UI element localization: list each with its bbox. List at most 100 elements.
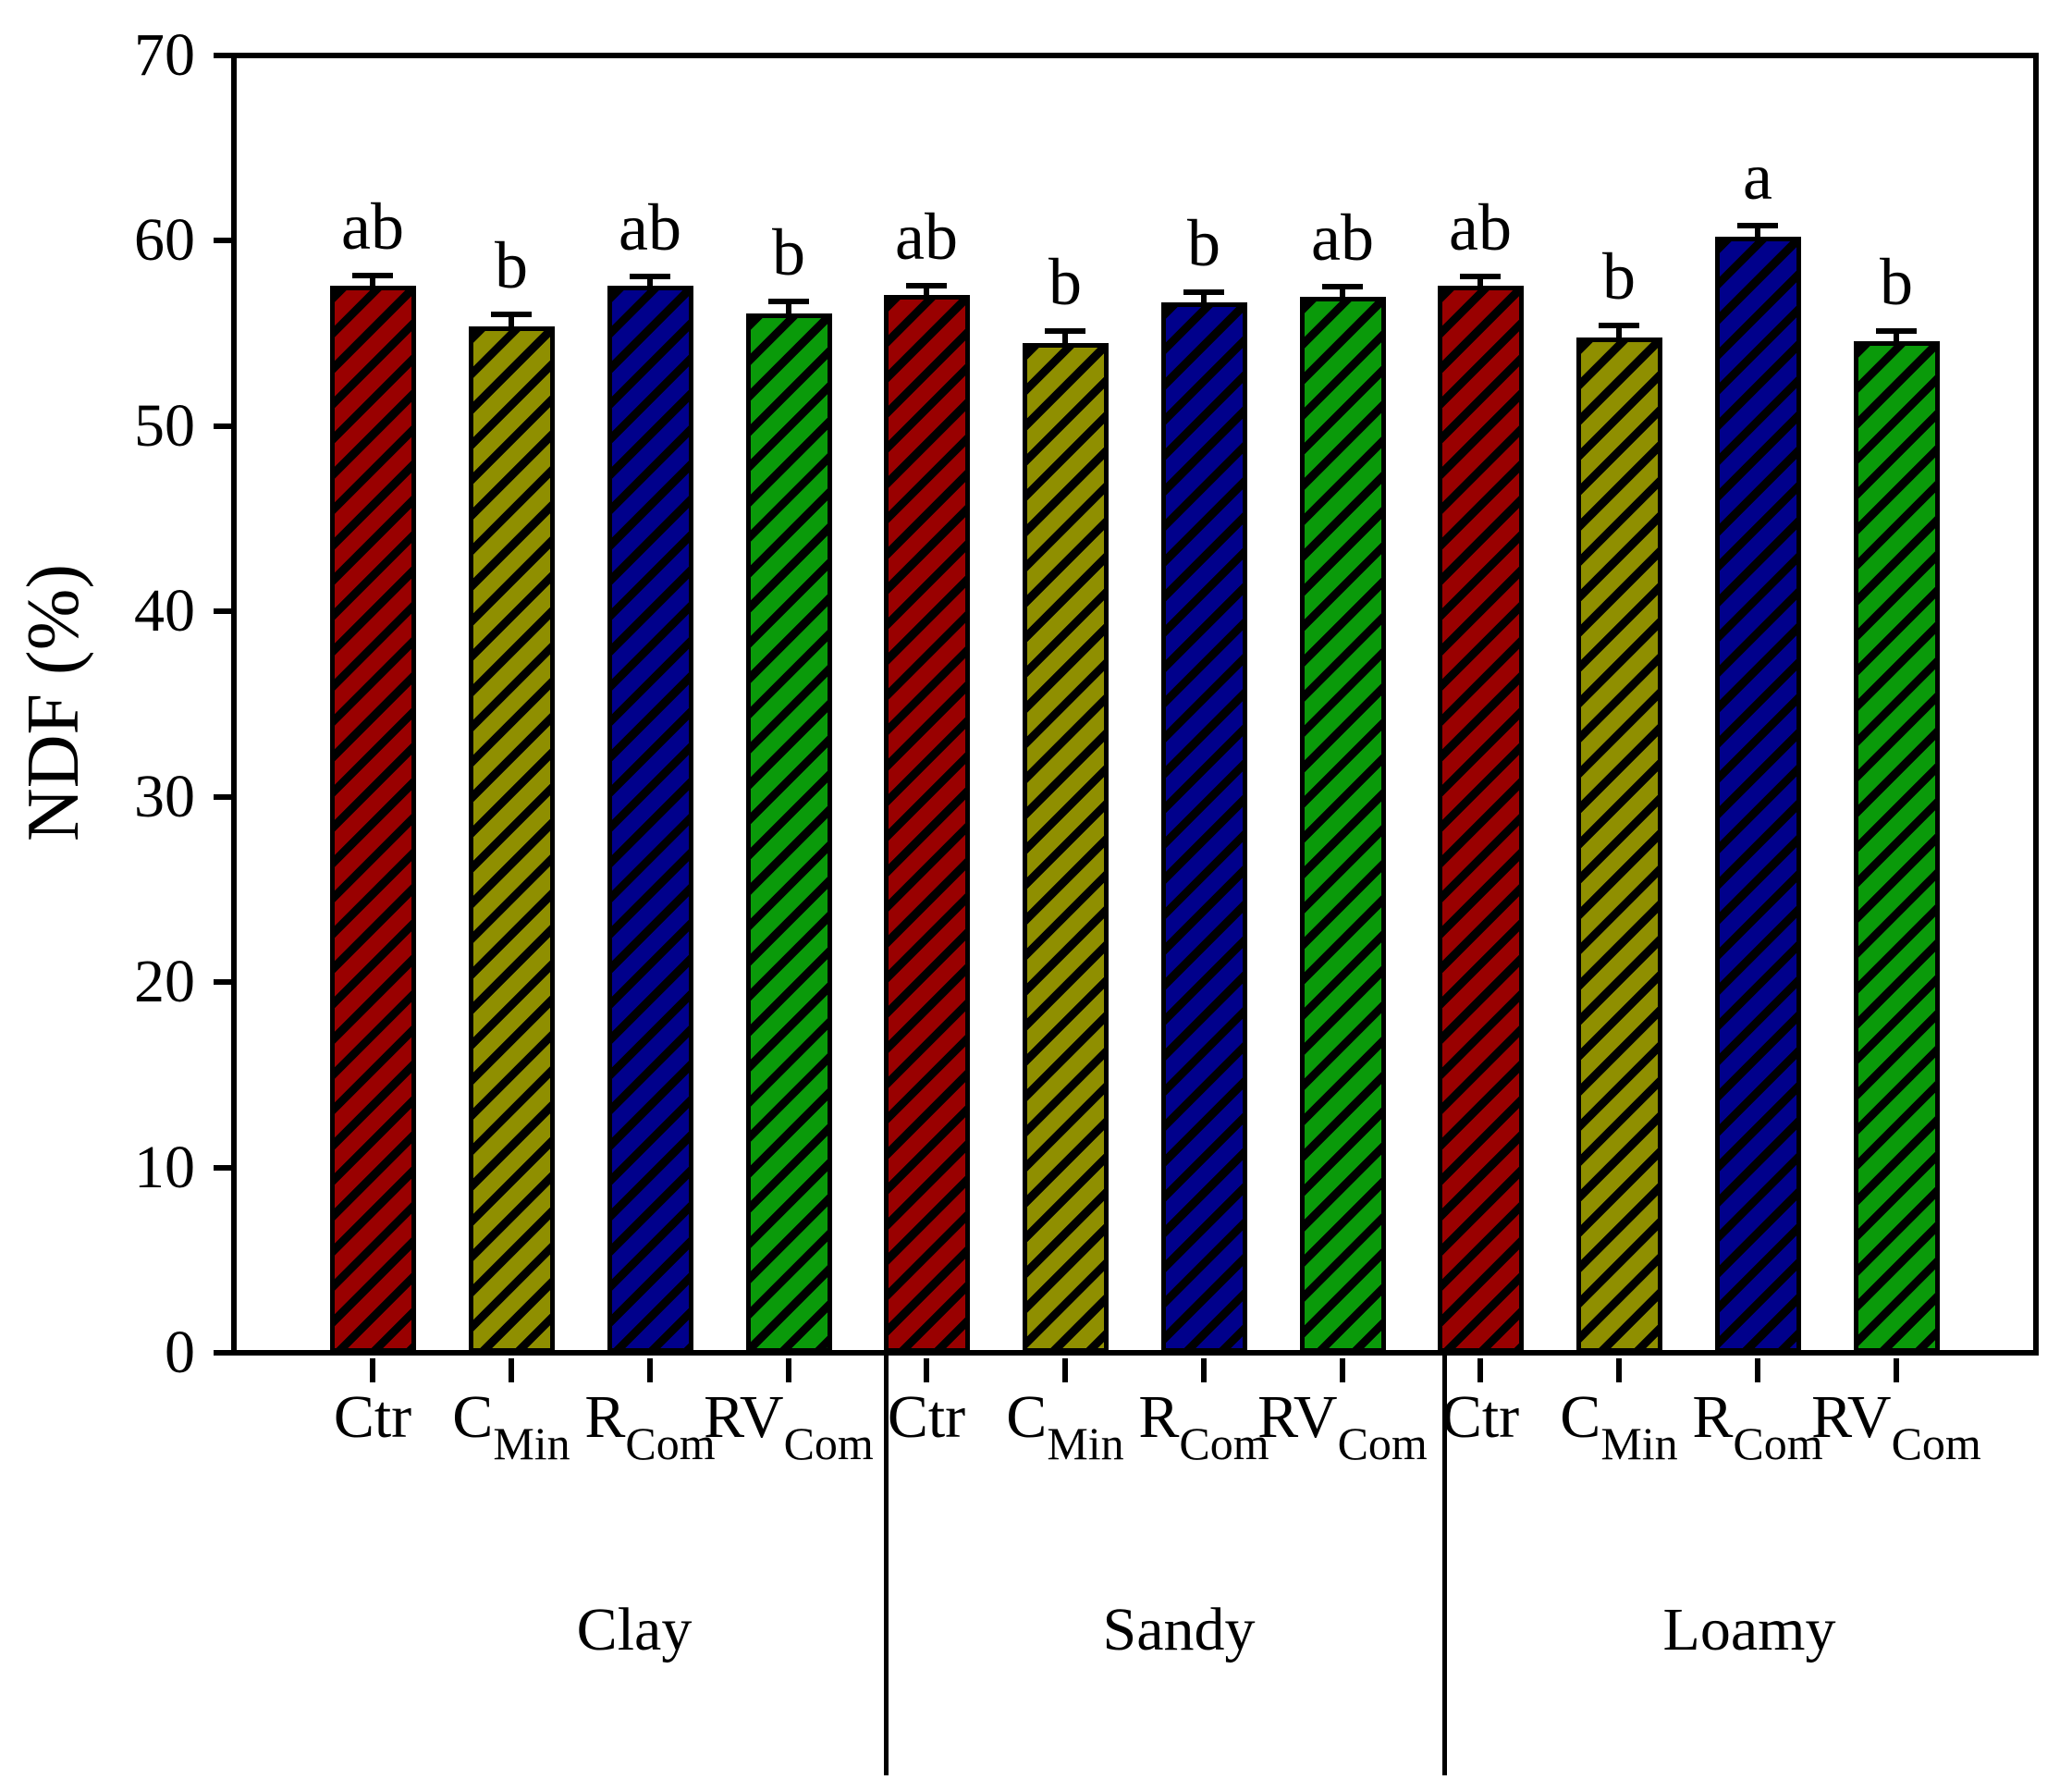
y-axis-tick [214, 793, 234, 800]
significance-letter-clay-rvcom: b [772, 215, 805, 289]
x-tick-label-loamy-cmin: CMin [1560, 1387, 1677, 1467]
x-axis-tick [647, 1358, 653, 1382]
significance-letter-clay-rcom: ab [619, 190, 681, 264]
y-axis-tick [214, 423, 234, 429]
treatment-label-main: R [1692, 1383, 1734, 1451]
treatment-label-subscript: Min [1600, 1418, 1678, 1469]
bar-sandy-rcom [1160, 301, 1247, 1353]
x-axis-tick [1477, 1358, 1483, 1382]
bar-clay-ctr [329, 285, 416, 1353]
bar-loamy-rcom [1714, 237, 1801, 1353]
y-axis-tick-label: 60 [134, 206, 195, 275]
error-bar-cap-sandy-rvcom [1322, 283, 1363, 289]
treatment-label-subscript: Com [625, 1418, 716, 1469]
significance-letter-loamy-cmin: b [1602, 239, 1636, 313]
error-bar-cap-sandy-ctr [906, 282, 947, 288]
treatment-label-main: C [1006, 1383, 1048, 1451]
bar-clay-rcom [607, 285, 693, 1353]
x-tick-label-sandy-rvcom: RVCom [1257, 1387, 1428, 1467]
x-tick-label-sandy-rcom: RCom [1138, 1387, 1269, 1467]
bar-sandy-ctr [883, 294, 970, 1353]
y-axis-tick-label: 0 [165, 1319, 195, 1386]
group-label-clay: Clay [576, 1596, 693, 1663]
x-axis-tick [1755, 1358, 1760, 1382]
treatment-label-main: R [1138, 1383, 1180, 1451]
treatment-label-subscript: Com [1179, 1418, 1269, 1469]
error-bar-cap-loamy-ctr [1460, 273, 1501, 279]
bar-loamy-cmin [1575, 337, 1662, 1353]
significance-letter-sandy-rcom: b [1187, 205, 1220, 280]
treatment-label-subscript: Com [1337, 1418, 1428, 1469]
error-bar-cap-loamy-rcom [1737, 223, 1778, 229]
y-axis-tick-label: 70 [134, 21, 195, 89]
y-axis-tick [214, 238, 234, 244]
significance-letter-clay-cmin: b [495, 227, 528, 302]
bar-loamy-rvcom [1853, 340, 1940, 1353]
treatment-label-main: C [1560, 1383, 1601, 1451]
treatment-label-main: Ctr [887, 1383, 966, 1451]
treatment-label-subscript: Min [1047, 1418, 1124, 1469]
x-tick-label-clay-rvcom: RVCom [704, 1387, 874, 1467]
error-bar-cap-loamy-rvcom [1876, 327, 1917, 334]
x-axis-tick [1894, 1358, 1899, 1382]
error-bar-cap-clay-rvcom [768, 298, 809, 304]
significance-letter-loamy-rcom: a [1743, 140, 1772, 215]
y-axis-tick [214, 608, 234, 615]
y-axis-tick [214, 979, 234, 986]
x-tick-label-clay-ctr: Ctr [334, 1387, 411, 1448]
group-label-loamy: Loamy [1662, 1596, 1836, 1663]
bar-clay-cmin [468, 325, 555, 1353]
y-axis-tick [214, 1350, 234, 1356]
treatment-label-main: RV [704, 1383, 784, 1451]
treatment-label-main: Ctr [333, 1383, 412, 1451]
y-axis-tick-label: 10 [134, 1133, 195, 1201]
bar-sandy-rvcom [1299, 296, 1386, 1353]
y-axis-tick-label: 30 [134, 762, 195, 830]
significance-letter-clay-ctr: ab [341, 189, 404, 264]
error-bar-loamy-rcom [1755, 228, 1760, 238]
x-tick-label-clay-rcom: RCom [584, 1387, 715, 1467]
treatment-label-subscript: Com [783, 1418, 874, 1469]
x-tick-label-clay-cmin: CMin [452, 1387, 570, 1467]
error-bar-cap-loamy-cmin [1599, 322, 1639, 328]
y-axis-tick-label: 50 [134, 391, 195, 460]
bar-loamy-ctr [1437, 285, 1524, 1353]
x-axis-tick [1062, 1358, 1068, 1382]
x-tick-label-loamy-rcom: RCom [1692, 1387, 1822, 1467]
error-bar-cap-clay-rcom [630, 273, 670, 279]
bar-clay-rvcom [745, 313, 832, 1353]
treatment-label-main: RV [1257, 1383, 1338, 1451]
error-bar-clay-rvcom [786, 303, 791, 313]
error-bar-loamy-ctr [1477, 278, 1483, 286]
error-bar-sandy-rcom [1201, 294, 1207, 302]
x-axis-tick [509, 1358, 514, 1382]
plot-box [231, 53, 2039, 1356]
group-divider [1442, 1353, 1447, 1775]
group-divider [884, 1353, 889, 1775]
error-bar-loamy-rvcom [1894, 333, 1899, 341]
significance-letter-sandy-cmin: b [1048, 244, 1082, 319]
significance-letter-loamy-rvcom: b [1880, 244, 1913, 319]
y-axis-tick [214, 53, 234, 58]
treatment-label-main: R [584, 1383, 626, 1451]
error-bar-loamy-cmin [1616, 327, 1622, 338]
y-axis-tick [214, 1164, 234, 1171]
significance-letter-sandy-ctr: ab [895, 199, 958, 274]
x-tick-label-sandy-ctr: Ctr [888, 1387, 965, 1448]
error-bar-clay-cmin [509, 316, 514, 326]
group-label-sandy: Sandy [1102, 1596, 1256, 1663]
treatment-label-subscript: Min [493, 1418, 570, 1469]
x-tick-label-loamy-rvcom: RVCom [1811, 1387, 1981, 1467]
error-bar-sandy-cmin [1062, 333, 1068, 343]
treatment-label-main: RV [1811, 1383, 1892, 1451]
error-bar-clay-rcom [647, 278, 653, 286]
treatment-label-main: C [452, 1383, 494, 1451]
y-axis-tick-label: 40 [134, 577, 195, 645]
x-axis-tick [1616, 1358, 1622, 1382]
treatment-label-subscript: Com [1891, 1418, 1981, 1469]
x-tick-label-sandy-cmin: CMin [1006, 1387, 1123, 1467]
x-axis-tick [1340, 1358, 1345, 1382]
error-bar-cap-sandy-rcom [1183, 288, 1224, 295]
x-axis-tick [924, 1358, 929, 1382]
